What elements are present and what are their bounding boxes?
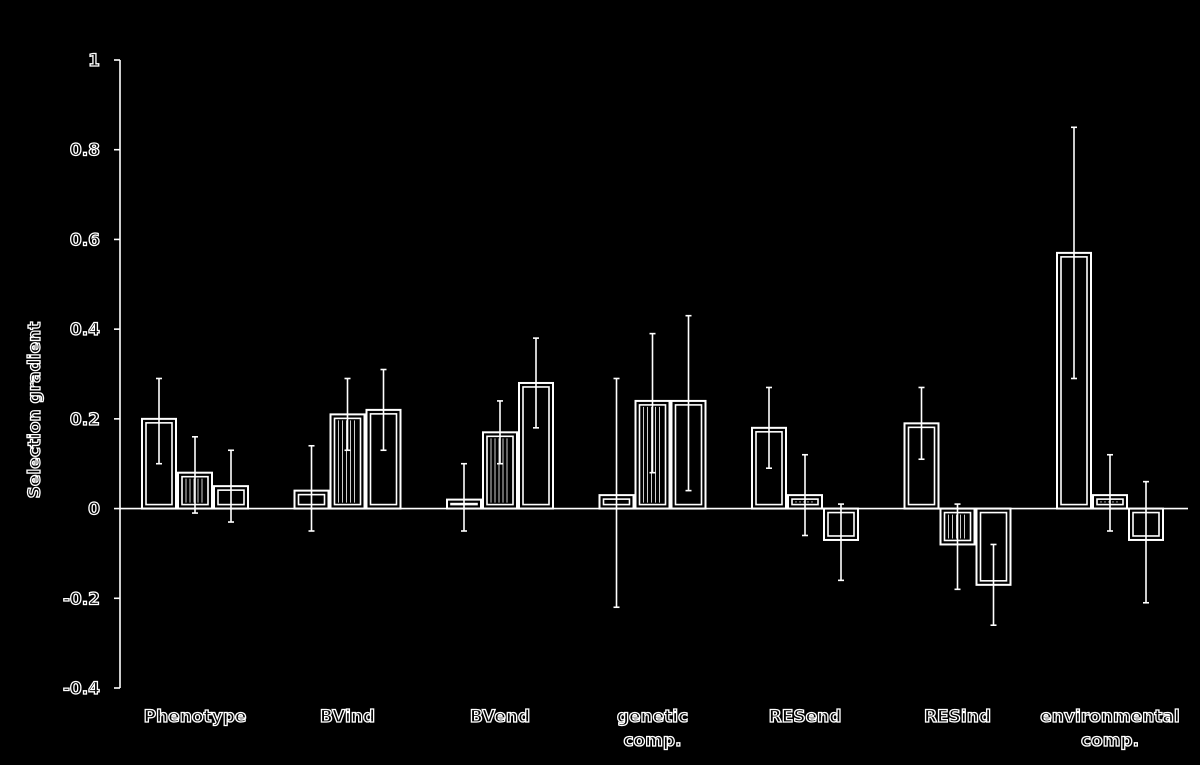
y-tick-label: 0.2	[70, 410, 100, 430]
y-tick-label: 1	[88, 51, 100, 71]
error-bar	[461, 462, 467, 532]
error-bar	[954, 503, 961, 591]
y-tick-label: 0.4	[70, 320, 100, 340]
y-tick-label: -0.4	[63, 679, 100, 699]
error-bar	[766, 386, 772, 470]
y-tick-label: -0.2	[63, 589, 100, 609]
y-axis: 1 0.8 0.6 0.4 0.2 0 -0.2 -0.4	[62, 50, 121, 700]
error-bar	[685, 314, 692, 492]
error-bar	[1143, 480, 1149, 604]
error-bar	[1107, 453, 1113, 532]
error-bar	[156, 377, 162, 465]
y-tick-label: 0.6	[70, 230, 100, 250]
error-bar	[308, 444, 315, 532]
y-tick-label: 0	[88, 500, 100, 520]
x-category-label: comp.	[1081, 731, 1139, 751]
error-bars-layer	[156, 126, 1149, 627]
x-category-label: comp.	[623, 731, 681, 751]
x-category-label: RESend	[769, 707, 842, 727]
x-category-label: environmental	[1040, 707, 1179, 727]
error-bar	[380, 368, 387, 452]
error-bar	[228, 449, 234, 523]
x-category-label: Phenotype	[144, 707, 247, 727]
error-bar	[1071, 126, 1077, 380]
x-category-label: genetic	[617, 707, 688, 727]
error-bar	[838, 503, 844, 582]
error-bar	[802, 453, 808, 537]
y-tick-label: 0.8	[70, 141, 100, 161]
error-bar	[649, 332, 656, 474]
error-bar	[613, 377, 620, 609]
error-bar	[344, 377, 351, 452]
error-bar	[918, 386, 925, 461]
error-bar	[533, 337, 539, 429]
error-bar	[990, 543, 997, 627]
x-category-label: RESind	[924, 707, 991, 727]
x-category-label: BVend	[470, 707, 530, 727]
error-bar	[497, 400, 503, 465]
x-category-label: BVind	[320, 707, 375, 727]
x-category-labels: Phenotype BVind BVend genetic comp. RESend RES…	[143, 706, 1180, 751]
y-axis-label: Selection gradient	[25, 322, 45, 499]
error-bar	[192, 435, 198, 514]
